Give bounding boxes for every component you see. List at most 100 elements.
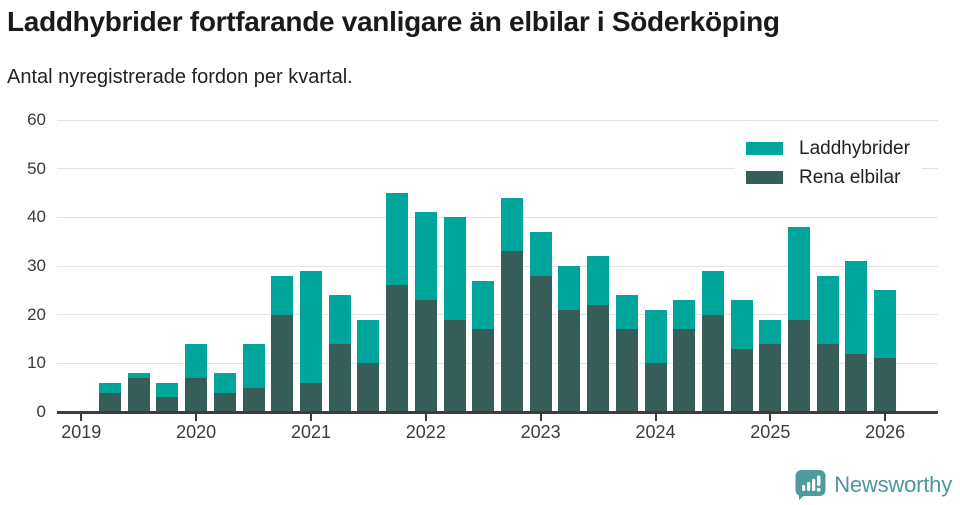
y-axis-tick-label: 60: [27, 110, 46, 129]
bar-segment-rena-elbilar: [529, 275, 552, 412]
x-axis-tick: [195, 414, 198, 421]
bar-segment-rena-elbilar: [156, 397, 179, 412]
bar-segment-laddhybrider: [357, 319, 380, 364]
x-axis-tick: [424, 414, 427, 421]
bar-segment-laddhybrider: [673, 300, 696, 330]
bar-segment-laddhybrider: [328, 295, 351, 344]
bar-segment-laddhybrider: [213, 373, 236, 393]
x-axis-line: [57, 411, 938, 414]
bar-segment-rena-elbilar: [99, 392, 121, 412]
bar-segment-rena-elbilar: [443, 319, 466, 412]
gridline: [57, 119, 938, 121]
x-axis-tick-label: 2020: [176, 422, 217, 442]
bar-segment-laddhybrider: [500, 197, 523, 252]
x-axis-tick-label: 2023: [520, 422, 561, 442]
bar-segment-rena-elbilar: [472, 329, 495, 412]
gridline: [57, 168, 938, 170]
bar-segment-rena-elbilar: [185, 377, 208, 412]
brand-name: Newsworthy: [834, 471, 952, 497]
bar-segment-rena-elbilar: [328, 343, 351, 412]
legend: Laddhybrider Rena elbilar: [735, 131, 922, 196]
bar-segment-rena-elbilar: [127, 377, 150, 412]
gridline: [57, 216, 938, 218]
x-axis-tick-label: 2019: [61, 422, 102, 442]
bar-segment-rena-elbilar: [357, 363, 380, 412]
bar-segment-laddhybrider: [156, 382, 179, 398]
bar-segment-laddhybrider: [414, 212, 437, 301]
bar-segment-laddhybrider: [587, 256, 610, 305]
bar-segment-laddhybrider: [701, 270, 724, 315]
bar-segment-laddhybrider: [472, 280, 495, 330]
x-axis-tick-label: 2024: [635, 422, 676, 442]
bar-segment-rena-elbilar: [644, 363, 667, 412]
bar-segment-rena-elbilar: [730, 348, 753, 412]
bar-segment-rena-elbilar: [213, 392, 236, 412]
bar-segment-rena-elbilar: [759, 343, 782, 412]
chart-title: Laddhybrider fortfarande vanligare än el…: [7, 6, 780, 37]
legend-item-laddhybrider: Laddhybrider: [746, 136, 910, 161]
bar-segment-rena-elbilar: [874, 358, 897, 412]
x-axis-tick: [654, 414, 657, 421]
legend-label-rena-elbilar: Rena elbilar: [799, 166, 901, 188]
x-axis-tick: [309, 414, 312, 421]
gridline: [57, 314, 938, 316]
bar-segment-rena-elbilar: [414, 300, 437, 412]
newsworthy-logo-icon: [795, 470, 826, 500]
y-axis-tick-label: 50: [27, 158, 46, 178]
bar-segment-rena-elbilar: [615, 329, 638, 412]
legend-label-laddhybrider: Laddhybrider: [799, 137, 910, 159]
x-axis-tick-label: 2021: [290, 422, 331, 442]
bar-segment-rena-elbilar: [500, 251, 523, 412]
bar-segment-laddhybrider: [730, 300, 753, 349]
x-axis-tick-label: 2022: [405, 422, 446, 442]
bar-segment-rena-elbilar: [845, 353, 868, 412]
bar-segment-laddhybrider: [299, 270, 322, 383]
y-axis-tick-label: 0: [36, 402, 46, 421]
bar-segment-rena-elbilar: [701, 314, 724, 412]
bar-segment-laddhybrider: [558, 266, 581, 310]
bar-segment-laddhybrider: [615, 295, 638, 330]
bar-segment-rena-elbilar: [816, 343, 839, 412]
bar-segment-laddhybrider: [759, 319, 782, 344]
bar-segment-rena-elbilar: [558, 309, 581, 412]
bar-segment-laddhybrider: [386, 193, 409, 286]
gridline: [57, 362, 938, 364]
legend-swatch-rena-elbilar-icon: [746, 171, 783, 184]
bar-segment-laddhybrider: [788, 227, 811, 320]
x-axis-tick: [539, 414, 542, 421]
bar-segment-laddhybrider: [99, 382, 121, 393]
bar-segment-laddhybrider: [816, 275, 839, 344]
y-axis-tick-label: 30: [27, 256, 46, 275]
bar-segment-rena-elbilar: [271, 314, 294, 412]
bar-segment-rena-elbilar: [788, 319, 811, 412]
chart-subtitle: Antal nyregistrerade fordon per kvartal.: [7, 66, 353, 88]
y-axis-tick-label: 10: [27, 353, 46, 373]
x-axis-tick: [884, 414, 887, 421]
bar-segment-laddhybrider: [242, 343, 265, 388]
bar-segment-laddhybrider: [529, 231, 552, 276]
bar-segment-rena-elbilar: [242, 387, 265, 412]
bar-segment-laddhybrider: [644, 309, 667, 364]
legend-item-rena-elbilar: Rena elbilar: [746, 165, 910, 190]
y-axis-tick-label: 20: [27, 304, 46, 324]
x-axis-tick: [769, 414, 772, 421]
bar-segment-laddhybrider: [271, 275, 294, 315]
bar-segment-laddhybrider: [127, 373, 150, 378]
bar-segment-rena-elbilar: [386, 285, 409, 412]
brand-footer: Newsworthy: [794, 469, 952, 500]
y-axis-tick-label: 40: [27, 207, 46, 227]
x-axis-tick-label: 2025: [750, 422, 791, 442]
bar-segment-laddhybrider: [845, 261, 868, 354]
x-axis-tick: [80, 414, 83, 421]
legend-swatch-laddhybrider-icon: [746, 142, 783, 155]
bar-segment-rena-elbilar: [673, 329, 696, 412]
x-axis-tick-label: 2026: [865, 422, 906, 442]
bar-segment-laddhybrider: [874, 290, 897, 359]
bar-segment-rena-elbilar: [299, 382, 322, 412]
bar-segment-laddhybrider: [443, 217, 466, 320]
bar-segment-rena-elbilar: [587, 304, 610, 412]
bar-segment-laddhybrider: [185, 343, 208, 378]
gridline: [57, 265, 938, 267]
